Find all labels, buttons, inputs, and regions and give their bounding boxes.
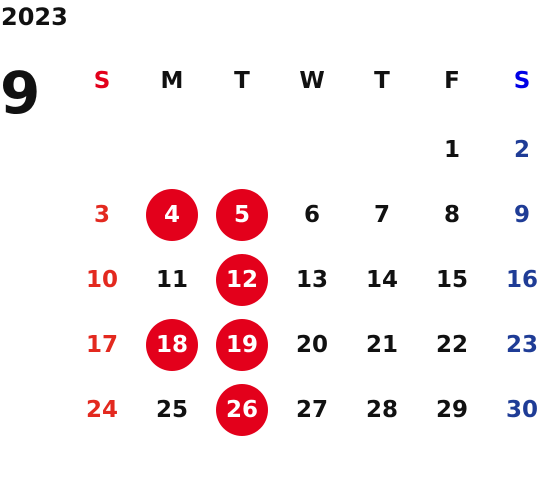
date-cell-2[interactable]: 2 <box>513 137 530 163</box>
date-cell-25[interactable]: 25 <box>155 397 188 423</box>
date-cell-8[interactable]: 8 <box>443 202 460 228</box>
date-cell-20[interactable]: 20 <box>295 332 328 358</box>
date-cell-29[interactable]: 29 <box>435 397 468 423</box>
weekday-saturday: S <box>513 68 531 94</box>
date-cell-23[interactable]: 23 <box>505 332 538 358</box>
weekday-friday: F <box>444 68 460 94</box>
date-cell-28[interactable]: 28 <box>365 397 398 423</box>
date-cell-18[interactable]: 18 <box>146 319 198 371</box>
date-cell-6[interactable]: 6 <box>303 202 320 228</box>
month-number: 9 <box>0 59 41 127</box>
date-cell-30[interactable]: 30 <box>505 397 538 423</box>
weekday-wednesday: W <box>299 68 325 94</box>
date-cell-12[interactable]: 12 <box>216 254 268 306</box>
date-cell-7[interactable]: 7 <box>373 202 390 228</box>
date-cell-24[interactable]: 24 <box>85 397 118 423</box>
date-cell-10[interactable]: 10 <box>85 267 118 293</box>
date-cell-16[interactable]: 16 <box>505 267 538 293</box>
date-cell-3[interactable]: 3 <box>93 202 110 228</box>
date-cell-11[interactable]: 11 <box>155 267 188 293</box>
date-cell-21[interactable]: 21 <box>365 332 398 358</box>
date-cell-4[interactable]: 4 <box>146 189 198 241</box>
date-cell-26[interactable]: 26 <box>216 384 268 436</box>
date-cell-22[interactable]: 22 <box>435 332 468 358</box>
date-cell-14[interactable]: 14 <box>365 267 398 293</box>
weekday-tuesday: T <box>234 68 250 94</box>
date-cell-13[interactable]: 13 <box>295 267 328 293</box>
date-cell-19[interactable]: 19 <box>216 319 268 371</box>
weekday-monday: M <box>160 68 184 94</box>
date-cell-1[interactable]: 1 <box>443 137 460 163</box>
date-cell-27[interactable]: 27 <box>295 397 328 423</box>
date-cell-15[interactable]: 15 <box>435 267 468 293</box>
weekday-thursday: T <box>374 68 390 94</box>
date-cell-17[interactable]: 17 <box>85 332 118 358</box>
year-label: 2023 <box>1 3 68 31</box>
weekday-sunday: S <box>93 68 111 94</box>
date-cell-5[interactable]: 5 <box>216 189 268 241</box>
date-cell-9[interactable]: 9 <box>513 202 530 228</box>
